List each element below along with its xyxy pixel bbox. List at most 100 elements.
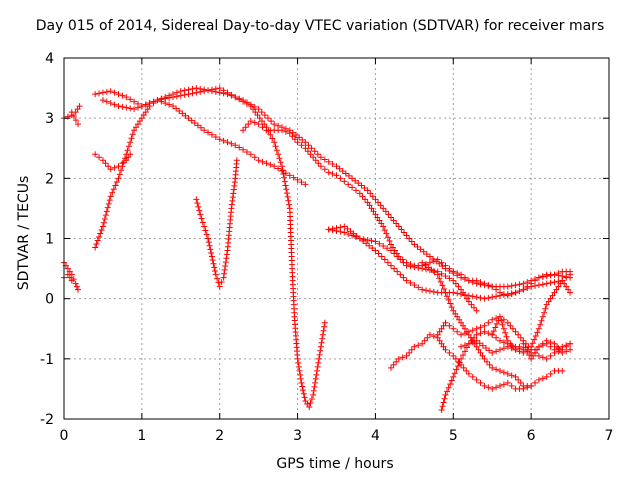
data-point [486, 347, 493, 354]
data-point [258, 109, 265, 116]
data-point [372, 196, 379, 203]
data-point [438, 340, 445, 347]
data-point [535, 352, 542, 359]
data-point [490, 328, 497, 335]
x-axis-label: GPS time / hours [276, 456, 394, 472]
data-point [567, 346, 574, 353]
data-point [162, 100, 169, 107]
data-point [430, 288, 437, 295]
data-point [314, 363, 321, 370]
data-point [313, 371, 320, 378]
data-point [104, 204, 111, 211]
data-point [461, 342, 468, 349]
data-point [445, 384, 452, 391]
data-point [440, 286, 447, 293]
data-point [512, 373, 519, 380]
data-point [508, 282, 515, 289]
data-point [547, 370, 554, 377]
data-point [320, 327, 327, 334]
data-point [214, 275, 221, 282]
data-point [173, 105, 180, 112]
data-point [489, 331, 496, 338]
data-point [220, 274, 227, 281]
data-point [421, 337, 428, 344]
series-track-4 [61, 271, 75, 284]
data-point [319, 331, 326, 338]
data-point [507, 340, 514, 347]
data-point [520, 349, 527, 356]
data-point [298, 142, 305, 149]
data-point [304, 148, 311, 155]
data-point [389, 244, 396, 251]
data-point [456, 359, 463, 366]
data-point [360, 236, 367, 243]
data-point [384, 234, 391, 241]
data-point [296, 134, 303, 141]
data-point [407, 263, 414, 270]
data-point [341, 229, 348, 236]
data-point [283, 190, 290, 197]
data-point [423, 287, 430, 294]
data-point [375, 199, 382, 206]
series-track-7 [92, 88, 309, 188]
data-point [142, 101, 149, 108]
data-point [242, 124, 249, 131]
data-point [380, 243, 387, 250]
data-point [294, 176, 301, 183]
data-point [508, 372, 515, 379]
data-point [263, 160, 270, 167]
data-point [311, 148, 318, 155]
data-point [532, 349, 539, 356]
data-point [325, 158, 332, 165]
data-point [471, 334, 478, 341]
data-point [325, 226, 332, 233]
data-point [251, 154, 258, 161]
data-point [454, 328, 461, 335]
data-point [395, 223, 402, 230]
data-point [555, 270, 562, 277]
data-point [96, 90, 103, 97]
series-track-9 [240, 118, 574, 299]
data-point [448, 377, 455, 384]
data-point [461, 330, 468, 337]
data-point [271, 139, 278, 146]
data-point [458, 331, 465, 338]
data-point [460, 364, 467, 371]
data-point [355, 180, 362, 187]
data-point [403, 277, 410, 284]
data-point [489, 294, 496, 301]
data-point [308, 145, 315, 152]
data-point [493, 348, 500, 355]
data-point [476, 340, 483, 347]
data-point [103, 208, 110, 215]
data-point [144, 106, 151, 113]
data-point [465, 340, 472, 347]
data-point [520, 385, 527, 392]
data-point [489, 283, 496, 290]
data-point [64, 265, 71, 272]
data-point [458, 319, 465, 326]
data-point [92, 91, 99, 98]
data-point [390, 361, 397, 368]
data-point [123, 94, 130, 101]
data-point [216, 89, 223, 96]
data-point [341, 223, 348, 230]
data-point [312, 379, 319, 386]
data-point [281, 174, 288, 181]
data-point [218, 279, 225, 286]
data-point [256, 115, 263, 122]
data-point [205, 235, 212, 242]
data-point [535, 274, 542, 281]
data-point [551, 289, 558, 296]
data-point [302, 181, 309, 188]
data-point [312, 157, 319, 164]
data-point [504, 283, 511, 290]
data-point [473, 331, 480, 338]
data-point [251, 119, 258, 126]
data-point [450, 268, 457, 275]
data-point [509, 343, 516, 350]
data-point [503, 333, 510, 340]
data-point [415, 264, 422, 271]
series-track-18 [489, 313, 574, 362]
data-point [428, 266, 435, 273]
